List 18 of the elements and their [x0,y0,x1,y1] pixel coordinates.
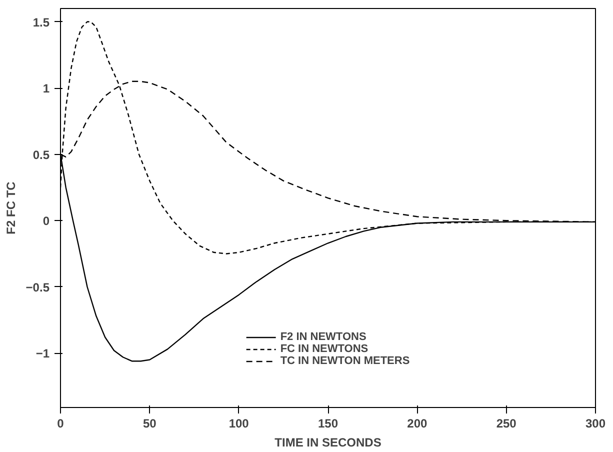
x-axis-title: TIME IN SECONDS [274,436,382,450]
y-tick-label: −1 [36,346,50,361]
legend-label: TC IN NEWTON METERS [280,355,410,367]
y-tick-label: 1 [42,82,50,96]
x-tick-label: 100 [228,416,250,430]
x-tick-label: 50 [142,416,157,430]
y-tick-label: 0.5 [32,148,50,162]
x-tick-label: 250 [496,416,517,430]
y-tick-label: 0 [42,214,50,228]
x-tick-label: 0 [57,416,64,430]
y-axis-title: F2 FC TC [4,181,18,234]
y-tick-label: −0.5 [26,280,50,294]
x-tick-label: 300 [585,416,606,430]
legend-label: FC IN NEWTONS [280,343,368,355]
x-tick-label: 150 [318,416,338,430]
legend-label: F2 IN NEWTONS [280,331,366,343]
x-tick-label: 200 [407,416,428,430]
y-tick-label: 1.5 [32,15,50,30]
